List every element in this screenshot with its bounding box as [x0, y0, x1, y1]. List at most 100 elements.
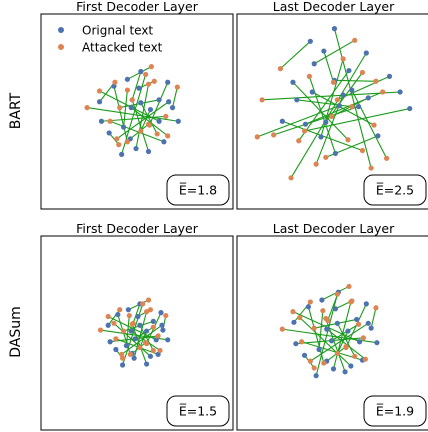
panel-frame: [40, 235, 234, 431]
original-point: [291, 319, 297, 325]
pair-line: [308, 76, 336, 154]
original-point: [330, 366, 337, 372]
original-point: [313, 373, 319, 379]
attacked-point: [144, 309, 150, 315]
original-point: [138, 68, 144, 75]
attacked-point: [143, 340, 149, 346]
attacked-point: [148, 64, 154, 70]
attacked-point: [120, 328, 127, 334]
attacked-point: [254, 134, 260, 140]
attacked-point: [143, 71, 149, 78]
attacked-point: [112, 79, 118, 85]
attacked-point: [373, 78, 379, 84]
original-point: [342, 369, 348, 375]
attacked-point: [155, 333, 161, 339]
pair-line: [262, 91, 401, 101]
pair-line: [333, 28, 372, 169]
attacked-point: [352, 37, 358, 43]
original-point: [156, 97, 162, 103]
legend-label: Orignal text: [82, 24, 153, 38]
attacked-point: [359, 147, 366, 154]
original-point: [397, 89, 403, 95]
attacked-point: [334, 350, 340, 356]
pair-line: [148, 82, 169, 126]
attacked-point: [151, 78, 157, 84]
energy-annotation-box: [166, 395, 230, 427]
original-point: [131, 355, 137, 361]
energy-annotation: E̅=1.9: [376, 403, 414, 418]
original-point: [115, 311, 121, 318]
panel-3: First Decoder Layer E̅=1.5: [40, 221, 234, 431]
original-point: [324, 326, 330, 332]
panels: First Decoder Layer E̅=1.8 Last Decoder La…: [40, 0, 428, 431]
attacked-point: [97, 327, 104, 333]
original-point: [153, 337, 159, 343]
original-point: [132, 336, 138, 342]
attacked-point: [323, 154, 329, 160]
original-point: [161, 139, 167, 145]
pair-line: [290, 52, 367, 179]
pair-line: [318, 310, 324, 350]
original-point: [334, 320, 340, 326]
attacked-point: [119, 351, 125, 357]
panel-frame: [236, 235, 428, 431]
original-point: [137, 322, 143, 328]
original-point: [356, 339, 363, 345]
pair-line: [86, 107, 179, 122]
pair-line: [125, 315, 130, 346]
attacked-point: [154, 131, 160, 137]
pair-line: [304, 108, 410, 132]
legend-label: Attacked text: [82, 41, 163, 55]
original-point: [332, 150, 339, 157]
original-point: [165, 79, 171, 85]
pair-line: [131, 71, 142, 100]
attacked-point: [359, 69, 366, 76]
pair-line: [327, 292, 339, 321]
energy-annotation-box: [363, 174, 427, 206]
attacked-point: [126, 312, 132, 319]
attacked-point: [349, 104, 355, 110]
original-point: [354, 316, 360, 323]
attacked-point: [145, 121, 152, 127]
original-point: [113, 346, 119, 353]
pair-line: [370, 307, 377, 329]
original-point: [150, 318, 156, 324]
original-point: [119, 151, 125, 157]
panel-1: First Decoder Layer E̅=1.8: [40, 0, 234, 210]
original-point: [125, 307, 131, 313]
pair-line: [323, 50, 335, 83]
legend-marker: [58, 44, 64, 50]
original-point: [158, 310, 164, 316]
original-point: [386, 73, 393, 79]
pair-line: [123, 89, 128, 128]
pair-line: [331, 323, 359, 342]
attacked-point: [163, 113, 169, 119]
original-point: [302, 121, 309, 127]
attacked-point: [296, 138, 302, 144]
panel-title: Last Decoder Layer: [273, 0, 395, 14]
attacked-point: [325, 317, 331, 323]
original-point: [290, 79, 296, 85]
original-point: [120, 362, 126, 368]
original-point: [159, 322, 165, 328]
original-point: [120, 124, 127, 130]
original-point: [309, 89, 315, 95]
attacked-point: [297, 314, 303, 321]
original-point: [328, 338, 335, 344]
panel-frame: [40, 13, 234, 210]
original-point: [144, 361, 150, 367]
attacked-point: [157, 347, 163, 354]
original-point: [145, 148, 152, 155]
attacked-point: [271, 132, 277, 138]
attacked-point: [301, 128, 308, 134]
original-point: [349, 87, 355, 93]
pair-line: [131, 324, 148, 365]
attacked-point: [140, 301, 146, 307]
original-point: [368, 325, 374, 331]
attacked-point: [352, 353, 358, 359]
pair-line: [299, 317, 352, 367]
attacked-point: [145, 81, 152, 87]
original-point: [305, 304, 312, 310]
attacked-point: [380, 89, 386, 95]
